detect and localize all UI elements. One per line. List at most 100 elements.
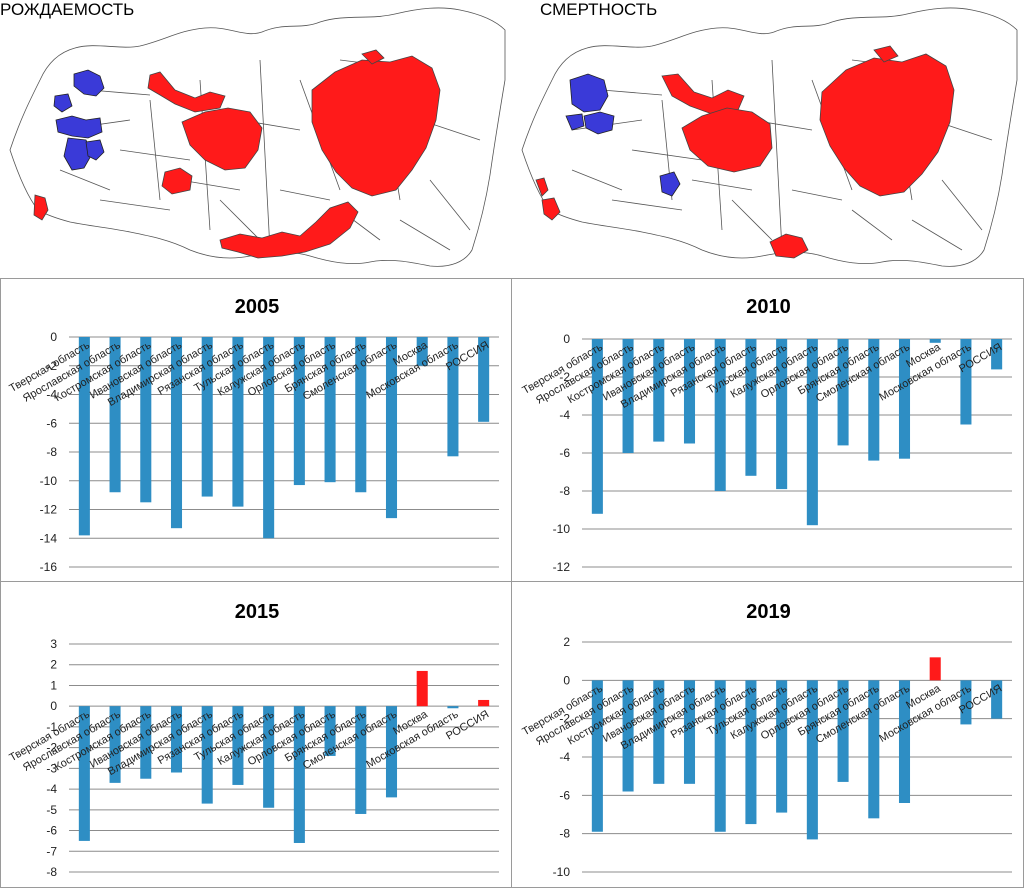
y-tick-label: -6 (46, 416, 57, 430)
y-tick-label: 0 (50, 330, 57, 344)
bar (447, 706, 459, 709)
bar (591, 680, 603, 832)
bar (776, 339, 788, 490)
mortality-low-regions (565, 73, 681, 197)
bar (201, 337, 213, 497)
bar (714, 339, 726, 491)
bar (201, 706, 213, 804)
y-tick-label: -7 (46, 844, 57, 858)
y-tick-label: -12 (40, 503, 58, 517)
chart-panel-2005: 2005 -16 -14 -12 -10 -8 -6 -4 -2 0 Тверская област… (0, 278, 512, 582)
chart-title: 2010 (746, 296, 791, 318)
y-tick-label: -8 (46, 445, 57, 459)
bar (478, 699, 490, 707)
bar (683, 680, 696, 784)
y-tick-label: -2 (559, 370, 570, 384)
y-tick-label: -6 (559, 446, 570, 460)
y-tick-label: -8 (559, 484, 570, 498)
chart-panel-2015: 2015 -8 -7 -6 -5 -4 -3 -2 -1 0 1 2 3 Тверская область… (0, 581, 512, 888)
bar (745, 339, 757, 476)
bar (898, 680, 911, 803)
y-tick-label: -10 (553, 865, 571, 879)
bar (806, 680, 818, 840)
bar (416, 337, 428, 366)
bar (263, 337, 275, 539)
bar (355, 706, 367, 814)
mortality-map-title: СМЕРТНОСТЬ (540, 0, 658, 19)
chart-title: 2005 (235, 296, 280, 318)
bar (355, 337, 367, 493)
bar (447, 337, 459, 457)
bar (263, 706, 275, 808)
chart-title: 2015 (235, 601, 280, 623)
maps-strip: РОЖДАЕМОСТЬ СМЕРТНОСТЬ (0, 0, 1024, 278)
birth-low-regions (53, 69, 105, 171)
bar (837, 680, 849, 782)
bar (478, 337, 490, 422)
y-tick-label: -2 (46, 741, 57, 755)
bar (416, 670, 428, 707)
y-tick-label: 2 (563, 635, 570, 649)
bar (653, 339, 665, 442)
bar (385, 337, 398, 519)
y-tick-label: -16 (40, 560, 58, 574)
bar (622, 339, 634, 453)
bar (109, 337, 121, 493)
bar (232, 337, 244, 507)
bar (591, 339, 603, 514)
bar (324, 337, 336, 483)
y-tick-label: -8 (46, 865, 57, 879)
bar (293, 337, 305, 486)
bar (324, 706, 336, 756)
bar (293, 706, 305, 843)
y-tick-label: 2 (50, 658, 57, 672)
bar (170, 706, 183, 773)
bar (170, 337, 183, 529)
bar (991, 339, 1003, 370)
y-tick-label: -4 (559, 750, 570, 764)
bar (929, 657, 941, 681)
y-tick-label: -3 (46, 761, 57, 775)
y-tick-label: -10 (40, 474, 58, 488)
bar (898, 339, 911, 459)
y-tick-label: 0 (563, 332, 570, 346)
bar (868, 680, 880, 819)
y-tick-label: -4 (559, 408, 570, 422)
y-tick-label: -2 (559, 712, 570, 726)
bar (109, 706, 121, 783)
bar (78, 706, 90, 841)
mortality-high-regions (535, 45, 955, 259)
birth-rate-map (9, 7, 506, 267)
y-tick-label: -4 (46, 782, 57, 796)
bar (78, 337, 90, 536)
chart-panel-2010: 2010 -12 -10 -8 -6 -4 -2 0 Тверская область Яросл… (511, 278, 1024, 582)
birth-rate-map-title: РОЖДАЕМОСТЬ (0, 0, 135, 19)
y-tick-label: -6 (559, 788, 570, 802)
bar (991, 680, 1003, 719)
y-tick-label: -2 (46, 359, 57, 373)
y-tick-label: -4 (46, 388, 57, 402)
chart-panel-2019: 2019 -10 -8 -6 -4 -2 0 2 Тверская область Ярослав… (511, 581, 1024, 888)
bar (929, 339, 941, 343)
bar (960, 680, 972, 725)
y-tick-label: -5 (46, 803, 57, 817)
bar (653, 680, 665, 784)
bar (837, 339, 849, 446)
bar (140, 337, 152, 503)
mortality-map (521, 7, 1018, 267)
bar (683, 339, 696, 444)
bar (806, 339, 818, 526)
y-tick-label: 1 (50, 678, 57, 692)
y-tick-label: -12 (553, 560, 571, 574)
bar (714, 680, 726, 832)
bar (232, 706, 244, 785)
y-tick-label: -10 (553, 522, 571, 536)
y-tick-label: -8 (559, 827, 570, 841)
bar (745, 680, 757, 825)
birth-high-regions (33, 49, 441, 259)
bar (960, 339, 972, 425)
